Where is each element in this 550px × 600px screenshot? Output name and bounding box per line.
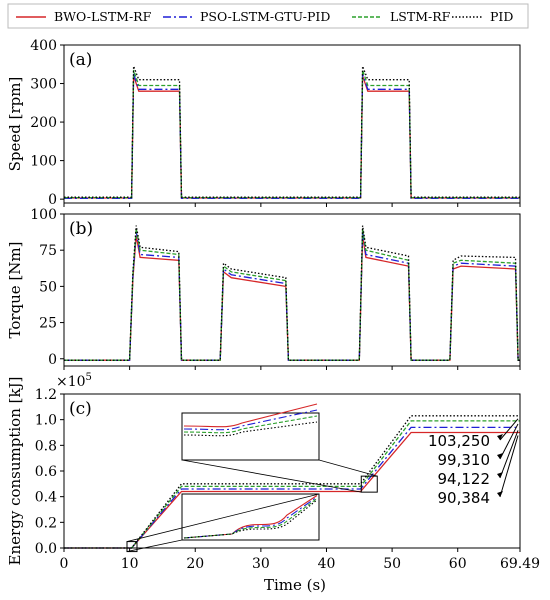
- x-tick-label: 20: [186, 556, 204, 572]
- y-tick-label: 1.0: [35, 413, 57, 429]
- panel--a: 0 100 200 300 400 (a) Speed [rpm]: [6, 38, 521, 208]
- inset-connector: [126, 539, 183, 552]
- series-line-pso-lstm-gtu-pid: [64, 231, 520, 361]
- series-line-pid: [64, 225, 520, 361]
- y-tick-label: 0.6: [35, 464, 57, 480]
- energy-annotation: 103,250: [428, 432, 490, 450]
- inset-connector: [126, 493, 320, 542]
- inset-series-pso-lstm-gtu-pid: [183, 409, 318, 431]
- y-tick-label: 25: [39, 316, 57, 332]
- annotation-arrow: [499, 418, 519, 441]
- legend-label-lstm: LSTM-RF: [390, 9, 451, 24]
- legend-label-bwo: BWO-LSTM-RF: [54, 9, 152, 24]
- y-tick-label: 0.8: [35, 438, 57, 454]
- inset-series-bwo-lstm-rf: [183, 403, 318, 428]
- inset-frame: [181, 412, 320, 461]
- x-tick-label: 30: [252, 556, 270, 572]
- inset-series-pid: [183, 499, 318, 539]
- y-tick-label: 100: [30, 154, 57, 170]
- y-tick-label: 0: [48, 352, 57, 368]
- plot-frame: [63, 44, 521, 204]
- y-tick-label: 0: [48, 192, 57, 208]
- panel-label: (c): [69, 399, 92, 419]
- zoom-marker-2: [360, 475, 378, 493]
- y-tick-label: 400: [30, 38, 57, 54]
- y-tick-label: 200: [30, 115, 57, 131]
- y-tick-label: 0.4: [35, 490, 57, 506]
- y-tick-label: 1.2: [35, 387, 57, 403]
- y-axis-label: Speed [rpm]: [6, 77, 24, 172]
- inset-series-lstm-rf: [183, 415, 318, 434]
- zoom-inset-2: [126, 493, 320, 552]
- legend-label-pso: PSO-LSTM-GTU-PID: [200, 9, 330, 24]
- x-tick-label: 50: [383, 556, 401, 572]
- y-tick-label: 300: [30, 77, 57, 93]
- series-line-lstm-rf: [64, 69, 520, 199]
- panel--c: 0.0 0.2 0.4 0.6 0.8 1.0 1.2 0 10 20 30 40 50 60 69.49 (…: [6, 372, 540, 572]
- annotation-arrow: [499, 423, 519, 460]
- series-line-pid: [64, 65, 520, 198]
- legend: BWO-LSTM-RF PSO-LSTM-GTU-PID LSTM-RF PID: [7, 3, 529, 29]
- inset-frame: [181, 493, 320, 541]
- x-tick-label: 40: [318, 556, 336, 572]
- y-tick-label: 0.0: [35, 541, 57, 557]
- y-tick-label: 100: [30, 207, 57, 223]
- y-tick-label: 50: [39, 279, 57, 295]
- x-tick-label: 10: [121, 556, 139, 572]
- inset-connector: [181, 459, 362, 493]
- y-axis-label: Energy consumption [kJ]: [6, 377, 24, 566]
- legend-frame: [7, 3, 529, 29]
- zoom-marker-1: [126, 541, 138, 553]
- energy-annotation: 94,122: [438, 470, 491, 488]
- annotation-arrowhead: [497, 491, 503, 497]
- y-tick-label: 0.2: [35, 515, 57, 531]
- x-tick-label: 0: [60, 556, 69, 572]
- annotation-arrowhead: [497, 453, 503, 459]
- panel--b: 0 25 50 75 100 (b) Torque [Nm]: [6, 207, 521, 370]
- annotation-arrowhead: [497, 472, 503, 478]
- annotation-arrow: [499, 430, 519, 479]
- panel-label: (b): [69, 219, 93, 239]
- inset-series-pid: [183, 421, 318, 437]
- x-tick-label: 60: [449, 556, 467, 572]
- y-tick-label: 75: [39, 243, 57, 259]
- zoom-inset-1: [181, 403, 378, 493]
- energy-annotation: 90,384: [438, 489, 491, 507]
- annotation-arrowhead: [497, 434, 503, 440]
- legend-label-pid: PID: [490, 9, 513, 24]
- panel-label: (a): [69, 50, 92, 70]
- plot-frame: [63, 213, 521, 367]
- x-tick-label: 69.49: [500, 556, 540, 572]
- inset-connector: [318, 459, 378, 477]
- series-line-pso-lstm-gtu-pid: [64, 426, 520, 549]
- energy-annotation: 99,310: [438, 451, 491, 469]
- x-axis-label: Time (s): [264, 576, 326, 594]
- annotation-arrow: [499, 435, 519, 498]
- y-axis-label: Torque [Nm]: [6, 241, 24, 338]
- y-scale-label: ×105: [56, 372, 92, 390]
